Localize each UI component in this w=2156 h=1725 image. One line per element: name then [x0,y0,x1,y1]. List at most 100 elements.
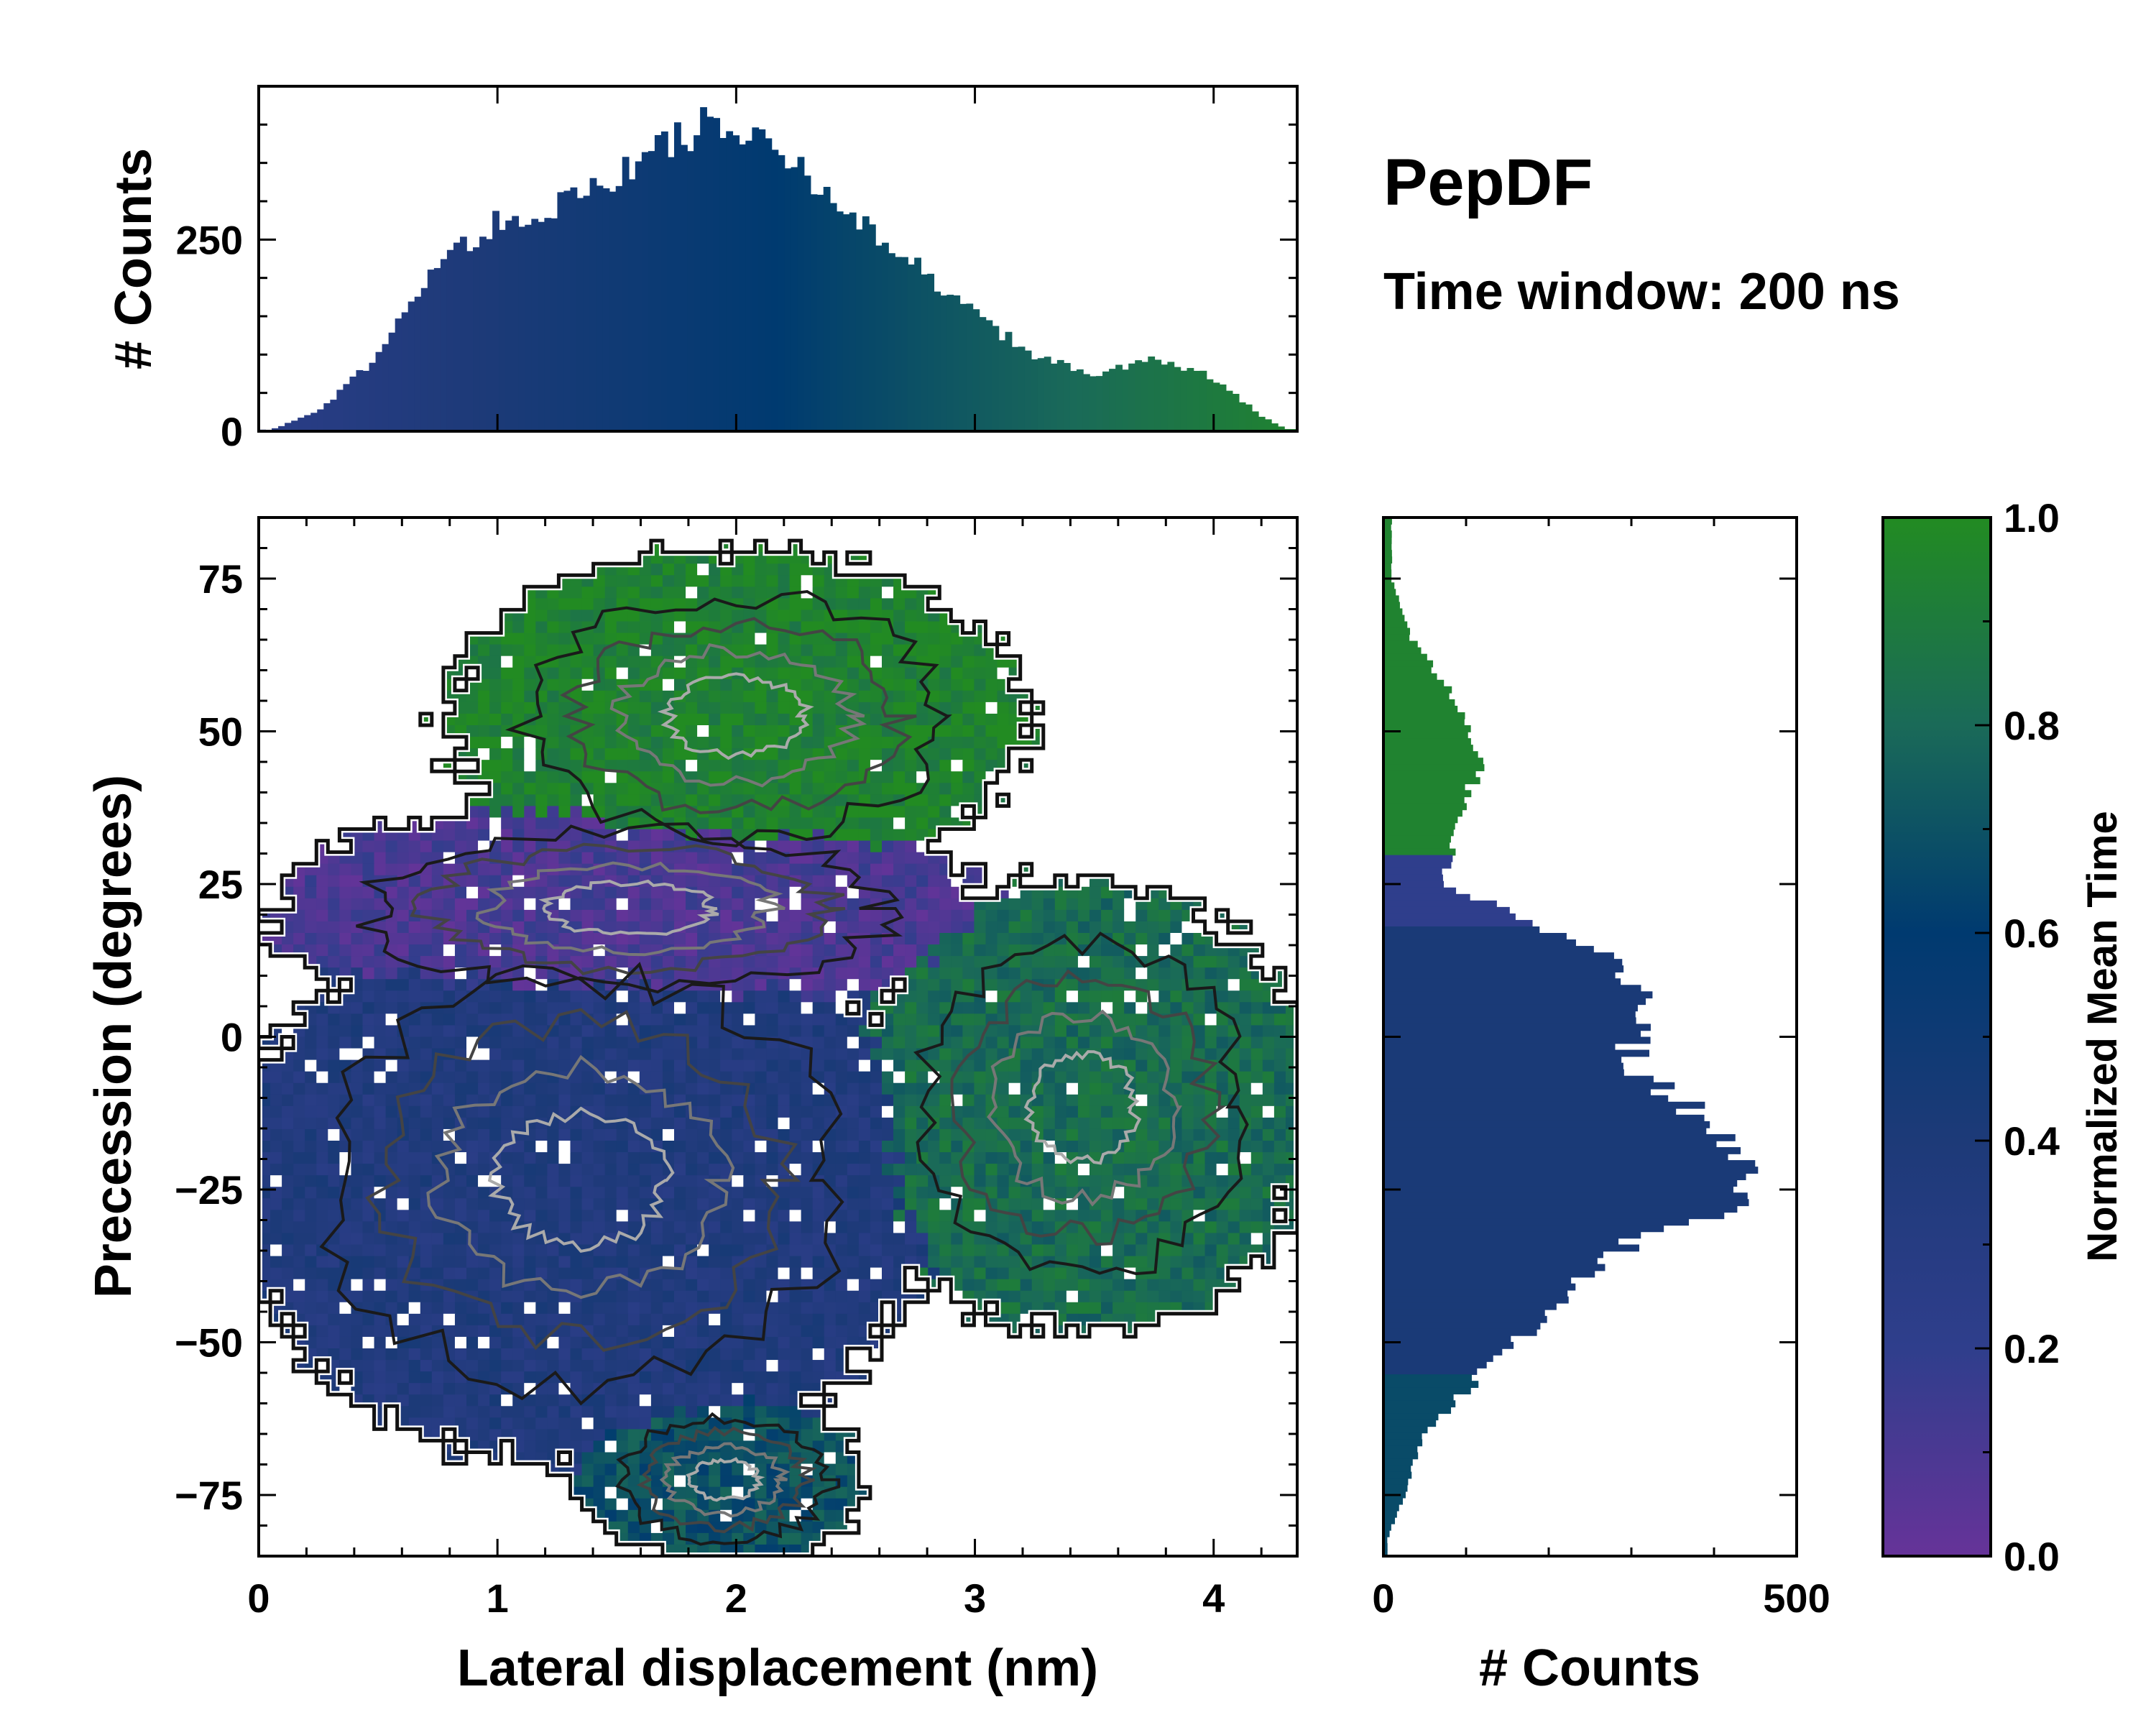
heatmap-cell [674,1002,686,1014]
heatmap-cell [824,1082,837,1095]
heatmap-cell [1158,1105,1171,1118]
heatmap-cell [662,886,675,899]
heatmap-cell [939,1256,952,1269]
heatmap-cell [824,990,837,1003]
heatmap-cell [1135,1013,1148,1026]
heatmap-cell [812,1256,825,1269]
heatmap-cell [697,702,709,714]
heatmap-cell [362,1094,375,1107]
heatmap-cell [812,1117,825,1130]
top-histogram-bar [1135,360,1143,431]
heatmap-cell [778,909,791,922]
heatmap-cell [650,1279,663,1292]
heatmap-cell [1124,909,1136,922]
heatmap-cell [812,760,825,772]
heatmap-cell [870,598,883,611]
heatmap-cell [328,863,340,876]
heatmap-cell [420,1336,433,1349]
heatmap-cell [732,1198,744,1210]
heatmap-cell [570,610,583,622]
heatmap-cell [743,690,755,703]
heatmap-cell [351,1267,364,1280]
top-histogram-bar [291,420,298,431]
heatmap-cell [905,1198,917,1210]
heatmap-cell [535,1187,548,1199]
heatmap-cell [616,1221,629,1234]
heatmap-cell [524,644,536,657]
heatmap-cell [627,690,640,703]
heatmap-cell [604,886,617,899]
heatmap-cell [293,1152,305,1164]
heatmap-cell [501,748,513,760]
heatmap-cell [408,1267,421,1280]
heatmap-cell [778,1059,791,1072]
heatmap-cell [1193,1048,1206,1061]
heatmap-cell [1077,1105,1090,1118]
heatmap-cell [858,737,871,749]
heatmap-cell [905,760,917,772]
heatmap-cell [616,1290,629,1303]
heatmap-cell [351,1221,364,1234]
heatmap-cell [824,713,837,726]
heatmap-cell [593,898,606,911]
heatmap-cell [835,1233,848,1246]
heatmap-cell [905,621,917,634]
heatmap-cell [478,1105,490,1118]
top-histogram-bar [1089,376,1097,431]
heatmap-cell [627,1360,640,1372]
heatmap-cell [755,1175,768,1187]
heatmap-cell [686,898,698,911]
heatmap-cell [697,632,709,645]
heatmap-cell [397,1071,410,1084]
heatmap-cell [1250,1152,1263,1164]
heatmap-cell [512,840,525,853]
heatmap-cell [604,1094,617,1107]
heatmap-cell [1031,1048,1044,1061]
heatmap-cell [1066,1244,1079,1257]
heatmap-cell [501,956,513,968]
heatmap-cell [431,840,444,853]
heatmap-cell [305,1244,317,1257]
heatmap-cell [939,944,952,957]
heatmap-cell [916,990,929,1003]
heatmap-cell [743,586,755,599]
heatmap-cell [939,979,952,991]
heatmap-cell [431,863,444,876]
heatmap-cell [604,598,617,611]
heatmap-cell [801,817,814,830]
heatmap-cell [570,1336,583,1349]
heatmap-cell [570,1371,583,1384]
heatmap-cell [362,1164,375,1176]
heatmap-cell [709,1290,721,1303]
heatmap-cell [650,898,663,911]
heatmap-cell [812,1302,825,1315]
heatmap-cell [1089,1025,1102,1038]
heatmap-cell [558,621,571,634]
heatmap-cell [916,817,929,830]
heatmap-cell [293,1198,305,1210]
heatmap-cell [732,1313,744,1326]
heatmap-cell [686,933,698,945]
heatmap-cell [512,990,525,1003]
heatmap-cell [974,944,987,957]
heatmap-cell [1124,956,1136,968]
top-histogram-bar [615,185,623,431]
heatmap-cell [604,1141,617,1153]
heatmap-cell [420,1210,433,1222]
heatmap-cell [639,1244,652,1257]
heatmap-cell [974,1082,987,1095]
heatmap-cell [593,748,606,760]
heatmap-cell [501,1371,513,1384]
heatmap-cell [801,632,814,645]
heatmap-cell [593,990,606,1003]
heatmap-cell [570,1152,583,1164]
heatmap-cell [1077,1279,1090,1292]
heatmap-cell [385,1105,398,1118]
heatmap-cell [743,1198,755,1210]
heatmap-cell [558,1360,571,1372]
heatmap-cell [374,863,387,876]
heatmap-cell [812,1233,825,1246]
top-histogram-bar [829,203,837,431]
heatmap-cell [408,1279,421,1292]
heatmap-cell [558,1094,571,1107]
